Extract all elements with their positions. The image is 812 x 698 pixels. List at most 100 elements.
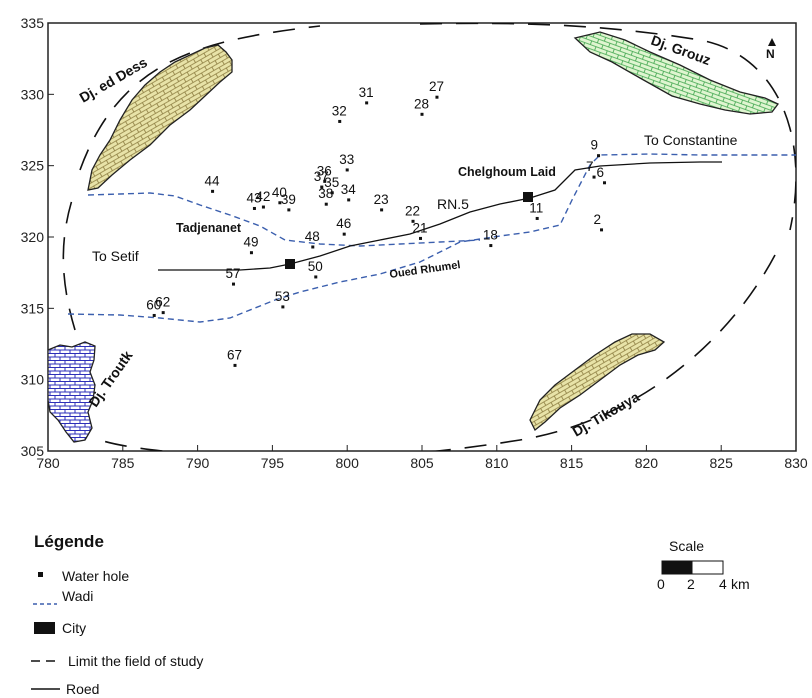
road-rn5 [158,161,722,271]
water-hole-label-27: 27 [429,79,444,94]
water-hole-21 [419,236,423,240]
north-label: N [766,47,775,61]
y-tick-label: 315 [21,300,45,316]
mountain-troutk [48,341,96,443]
water-hole-22 [411,219,415,223]
water-hole-36 [323,179,327,183]
legend-wadi: Wadi [62,588,93,604]
water-hole-label-37: 37 [314,169,329,184]
water-hole-49 [249,251,253,255]
water-hole-67 [233,363,237,367]
x-tick-label: 800 [336,455,360,471]
water-hole-label-22: 22 [405,203,420,218]
water-hole-48 [311,245,315,249]
water-hole-33 [345,168,349,172]
water-hole-label-32: 32 [332,103,347,118]
y-axis: 305 310 315 320 325 330 335 [21,15,54,459]
scale-bar: Scale 0 2 4 km [657,538,750,592]
water-hole-39 [287,208,291,212]
y-tick-label: 320 [21,229,45,245]
water-hole-44 [211,189,215,193]
water-hole-label-44: 44 [205,173,221,188]
water-hole-60 [152,313,156,317]
water-hole-label-23: 23 [374,192,389,207]
water-hole-28 [420,112,424,116]
water-hole-label-7: 7 [586,159,594,174]
legend-road: Roed [66,681,99,697]
legend: Légende Water hole Wadi City Limit the f… [31,532,203,697]
water-hole-62 [161,311,165,315]
city-tadjenanet-marker [285,259,295,269]
scale-seg-black [661,560,693,575]
scale-title: Scale [669,538,704,554]
legend-city: City [62,620,86,636]
water-hole-label-6: 6 [597,165,605,180]
label-tadjenanet: Tadjenanet [176,221,242,235]
water-hole-label-42: 42 [255,189,270,204]
water-hole-31 [365,101,369,105]
water-hole-label-33: 33 [339,152,354,167]
water-hole-label-49: 49 [243,235,258,250]
water-hole-label-67: 67 [227,347,242,362]
water-hole-35 [330,191,334,195]
x-tick-label: 795 [261,455,285,471]
label-chelghoum: Chelghoum Laid [458,165,556,179]
y-tick-label: 335 [21,15,45,31]
water-hole-label-43: 43 [246,190,261,205]
water-hole-label-40: 40 [272,185,287,200]
water-hole-2 [600,228,604,232]
y-tick-label: 305 [21,443,45,459]
x-tick-label: 790 [186,455,210,471]
water-hole-label-21: 21 [413,220,428,235]
water-hole-label-62: 62 [155,295,170,310]
water-hole-46 [342,232,346,236]
water-hole-label-28: 28 [414,96,429,111]
x-tick-label: 780 [36,455,60,471]
water-hole-42 [261,205,265,209]
water-hole-label-57: 57 [226,266,241,281]
legend-water-hole-symbol [38,572,43,577]
label-oued: Oued Rhumel [389,259,461,281]
water-hole-53 [281,305,285,309]
study-limit [62,23,796,451]
label-tikouya: Dj. Tikouya [570,388,643,439]
legend-city-symbol [34,622,55,634]
water-hole-27 [435,95,439,99]
y-tick-label: 330 [21,86,45,102]
water-hole-7 [592,175,596,179]
water-hole-43 [252,206,256,210]
label-rn5: RN.5 [437,196,469,212]
wadi-north [87,192,481,247]
north-arrow: N [766,38,776,61]
water-hole-label-31: 31 [359,85,374,100]
x-tick-label: 810 [485,455,509,471]
x-tick-label: 785 [111,455,135,471]
water-hole-32 [338,119,342,123]
water-hole-label-39: 39 [281,192,296,207]
water-hole-9 [597,154,601,158]
mountain-ed-dess [87,44,233,191]
city-chelghoum-marker [523,192,533,202]
x-tick-label: 830 [784,455,808,471]
water-hole-50 [314,275,318,279]
y-tick-label: 310 [21,372,45,388]
water-hole-label-36: 36 [317,163,332,178]
water-hole-label-11: 11 [529,200,543,215]
legend-limit: Limit the field of study [68,653,203,669]
label-to-setif: To Setif [92,248,139,264]
y-tick-label: 325 [21,158,45,174]
wadi-main [67,153,796,323]
water-hole-23 [380,208,384,212]
water-hole-label-2: 2 [594,212,602,227]
scale-tick-4: 4 [719,576,727,592]
x-tick-label: 815 [560,455,584,471]
water-hole-6 [603,181,607,185]
x-tick-label: 825 [710,455,734,471]
label-to-constantine: To Constantine [644,132,738,148]
scale-tick-0: 0 [657,576,665,592]
water-hole-57 [232,282,236,286]
water-hole-label-48: 48 [305,229,320,244]
